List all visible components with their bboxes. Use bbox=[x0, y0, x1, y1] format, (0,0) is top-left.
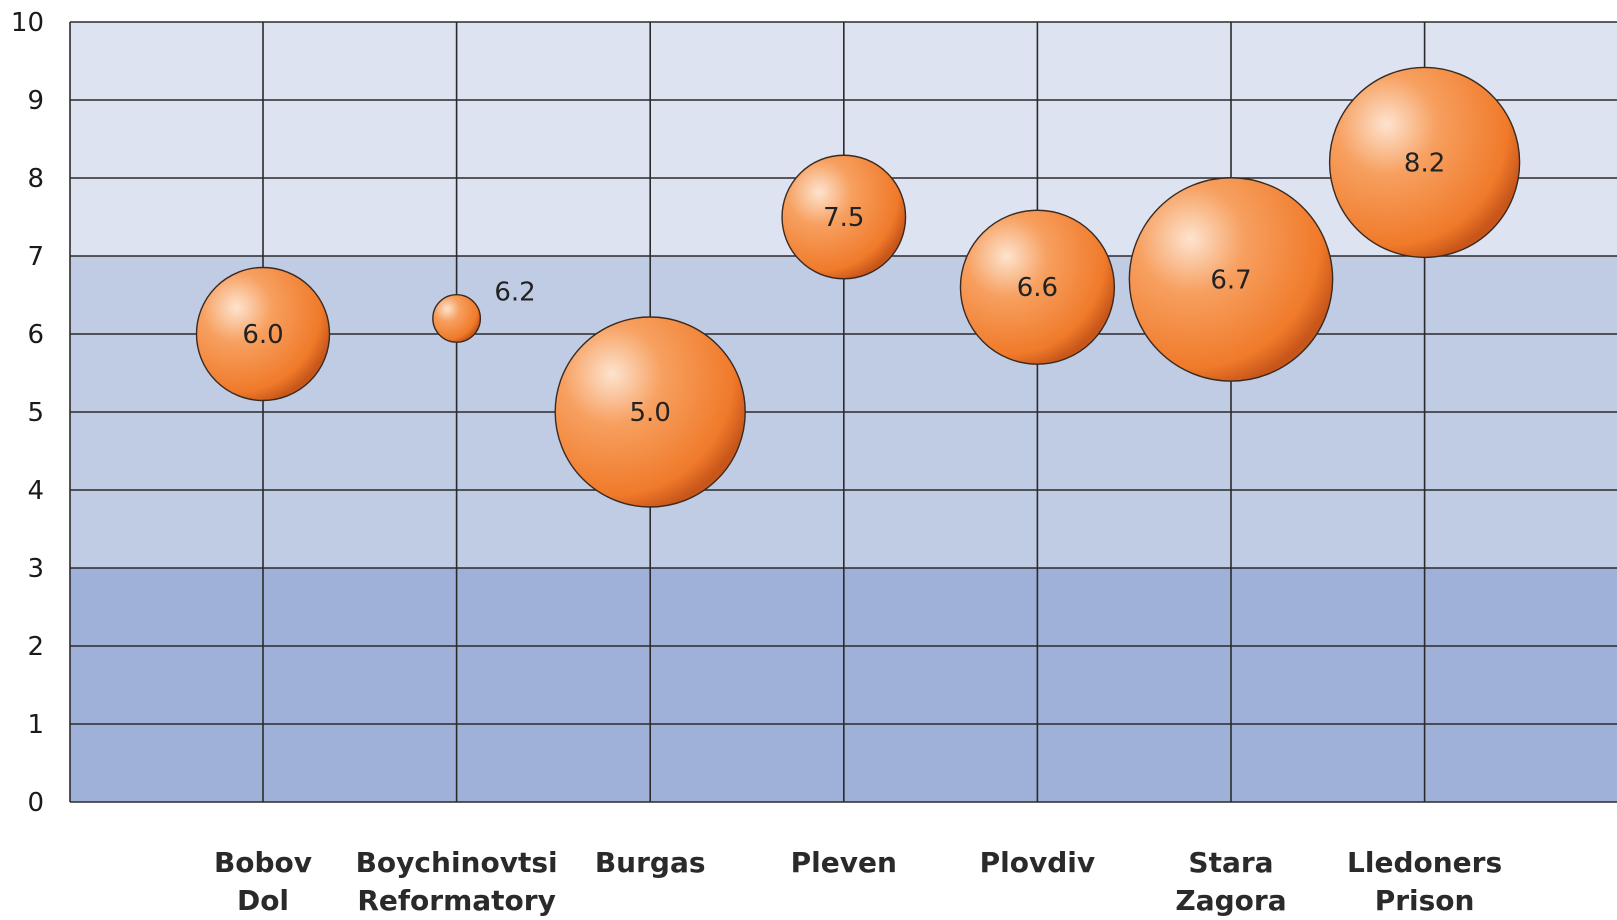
bubble-value-label: 8.2 bbox=[1404, 148, 1445, 178]
y-tick-label: 3 bbox=[27, 554, 44, 584]
x-axis-categories: Bobov Dol Boychinovtsi Reformatory Burgas Ple… bbox=[214, 846, 1502, 917]
y-tick-label: 1 bbox=[27, 710, 44, 740]
y-tick-label: 5 bbox=[27, 398, 44, 428]
bubbles: 6.0 6.2 5.0 7.5 6.6 6.7 8.2 bbox=[195, 66, 1521, 508]
y-tick-label: 8 bbox=[27, 164, 44, 194]
category-label: Stara Zagora bbox=[1175, 846, 1286, 917]
y-tick-label: 9 bbox=[27, 86, 44, 116]
y-tick-label: 4 bbox=[27, 476, 44, 506]
category-label: Pleven bbox=[791, 846, 897, 879]
y-tick-label: 10 bbox=[11, 8, 44, 38]
category-label: Boychinovtsi Reformatory bbox=[356, 846, 558, 917]
y-axis-ticks: 0 1 2 3 4 5 6 7 8 9 10 bbox=[11, 8, 44, 818]
bubble bbox=[554, 316, 746, 508]
bubble bbox=[959, 209, 1116, 365]
category-label: Lledoners Prison bbox=[1347, 846, 1502, 917]
y-tick-label: 6 bbox=[27, 320, 44, 350]
y-tick-label: 2 bbox=[27, 632, 44, 662]
y-tick-label: 0 bbox=[27, 788, 44, 818]
bubble-value-label: 6.2 bbox=[494, 277, 535, 307]
y-tick-label: 7 bbox=[27, 242, 44, 272]
category-label: Plovdiv bbox=[980, 846, 1096, 879]
bubble bbox=[195, 266, 331, 402]
bubble-value-label: 6.0 bbox=[242, 320, 283, 350]
bubble-value-label: 5.0 bbox=[630, 398, 671, 428]
bubble bbox=[781, 154, 907, 280]
category-label: Burgas bbox=[595, 846, 706, 879]
bubble-value-label: 6.7 bbox=[1210, 265, 1251, 295]
bubble bbox=[1328, 66, 1521, 259]
category-label: Bobov Dol bbox=[214, 846, 312, 917]
bubble bbox=[432, 293, 482, 343]
bubble-value-label: 6.6 bbox=[1017, 273, 1058, 303]
bubble bbox=[1128, 177, 1334, 382]
bubble-value-label: 7.5 bbox=[823, 203, 864, 233]
